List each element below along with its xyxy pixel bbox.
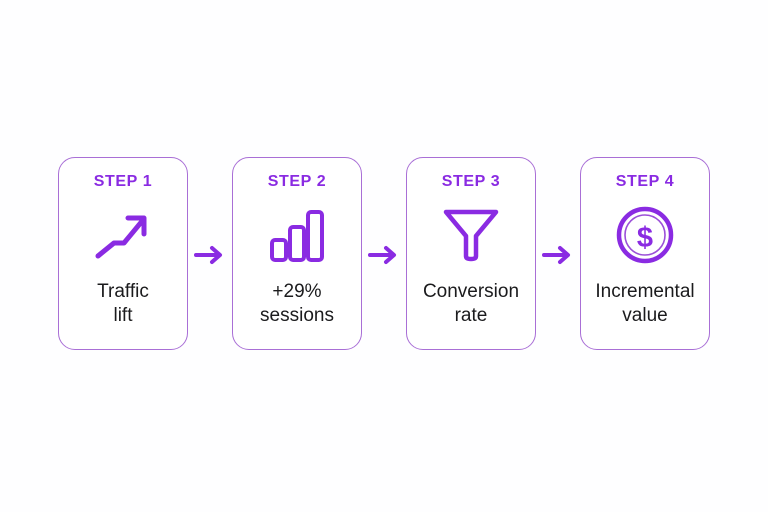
step-card-3[interactable]: STEP 3 Conversion rate bbox=[406, 157, 536, 350]
arrow-right-icon-2 bbox=[362, 157, 406, 352]
step-eyebrow-1: STEP 1 bbox=[93, 173, 153, 190]
arrow-right-icon-3 bbox=[536, 157, 580, 352]
step-eyebrow-2: STEP 2 bbox=[267, 173, 327, 190]
step-card-4[interactable]: STEP 4 $ Incremental value bbox=[580, 157, 710, 350]
trending-up-arrow-icon bbox=[89, 204, 157, 266]
step-label-2: +29% sessions bbox=[260, 281, 334, 326]
step-eyebrow-4: STEP 4 bbox=[615, 173, 675, 190]
bar-chart-icon bbox=[263, 204, 331, 266]
step-label-1: Traffic lift bbox=[97, 281, 149, 326]
step-flow-row: STEP 1 Traffic lift STEP 2 bbox=[58, 157, 710, 352]
step-card-1[interactable]: STEP 1 Traffic lift bbox=[58, 157, 188, 350]
arrow-right-icon-1 bbox=[188, 157, 232, 352]
step-label-3: Conversion rate bbox=[422, 281, 520, 326]
svg-text:$: $ bbox=[637, 222, 653, 254]
dollar-coin-icon: $ bbox=[611, 204, 679, 266]
step-card-2[interactable]: STEP 2 +29% sessions bbox=[232, 157, 362, 350]
funnel-icon bbox=[437, 204, 505, 266]
step-eyebrow-3: STEP 3 bbox=[441, 173, 501, 190]
step-label-4: Incremental value bbox=[595, 281, 695, 326]
